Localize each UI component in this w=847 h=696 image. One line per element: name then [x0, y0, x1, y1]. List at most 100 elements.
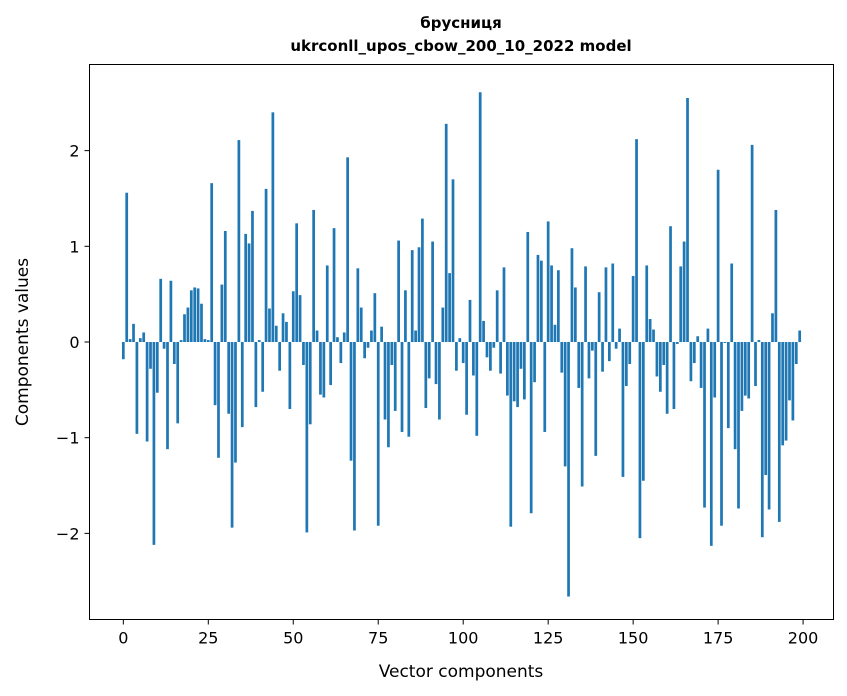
- bar: [635, 139, 638, 342]
- bar: [675, 342, 679, 344]
- bar: [553, 324, 557, 342]
- bar: [791, 342, 795, 421]
- bar: [638, 342, 642, 539]
- bar: [580, 342, 584, 487]
- bar: [206, 340, 210, 342]
- bar: [189, 290, 193, 342]
- bar: [220, 284, 224, 342]
- bar: [342, 332, 346, 342]
- bar: [125, 192, 129, 342]
- bar: [196, 288, 200, 342]
- bar: [305, 342, 309, 533]
- bar: [533, 342, 536, 383]
- bar: [546, 221, 550, 342]
- bar: [339, 342, 343, 364]
- bar: [506, 342, 509, 396]
- bar: [213, 342, 217, 406]
- bar: [349, 342, 353, 461]
- bar: [502, 267, 506, 342]
- bar: [771, 313, 774, 342]
- bars-group: [121, 92, 802, 597]
- bar: [607, 342, 611, 362]
- bar: [155, 342, 159, 393]
- bar: [526, 231, 530, 342]
- bar: [322, 342, 326, 398]
- bar: [183, 314, 186, 342]
- x-tick-label: 100: [448, 629, 479, 648]
- bar: [509, 342, 513, 527]
- bar: [455, 342, 458, 371]
- bar: [397, 240, 400, 342]
- bar: [410, 250, 414, 342]
- bar: [652, 329, 655, 342]
- bar: [237, 140, 241, 342]
- bar: [149, 342, 152, 369]
- bar: [699, 342, 703, 388]
- bar: [641, 342, 645, 481]
- bar: [794, 342, 798, 365]
- plot-frame: [89, 64, 834, 620]
- bar: [740, 342, 744, 411]
- bar: [489, 342, 492, 371]
- chart-title-line1: брусниця: [420, 14, 502, 32]
- bar: [781, 342, 785, 446]
- bar: [172, 342, 176, 365]
- bar: [376, 342, 380, 526]
- bar: [686, 97, 689, 343]
- bar: [597, 292, 601, 342]
- x-axis-ticks: 0 25 50 75 100 125 150 175 200: [118, 619, 818, 648]
- bar: [223, 231, 227, 342]
- bar: [543, 342, 547, 432]
- bar: [669, 226, 672, 342]
- bar: [757, 340, 761, 342]
- y-tick-label: −2: [56, 524, 80, 543]
- bar: [132, 323, 135, 342]
- bar: [567, 342, 570, 597]
- bar: [645, 265, 649, 342]
- bar: [648, 319, 652, 342]
- bar: [315, 330, 319, 342]
- bar: [417, 247, 421, 342]
- bar: [584, 266, 587, 342]
- bar: [451, 179, 455, 342]
- bar: [414, 330, 417, 342]
- bar: [540, 260, 543, 342]
- x-tick-label: 0: [118, 629, 128, 648]
- bar: [574, 287, 577, 342]
- bar: [363, 342, 366, 359]
- bar: [492, 342, 496, 348]
- bar: [186, 307, 190, 342]
- bar: [438, 342, 441, 420]
- bar: [577, 342, 581, 388]
- bar: [257, 340, 261, 342]
- bar: [798, 330, 802, 342]
- bar: [618, 328, 621, 342]
- bar: [709, 342, 713, 546]
- y-axis-label: Components values: [13, 258, 33, 426]
- bar: [400, 342, 404, 432]
- bar: [550, 265, 553, 342]
- bar: [665, 342, 669, 414]
- bar: [672, 342, 676, 409]
- bar: [162, 342, 166, 349]
- bar: [747, 342, 751, 399]
- bar: [587, 342, 591, 379]
- bar: [631, 275, 635, 342]
- bar: [560, 342, 564, 373]
- bar: [461, 342, 465, 364]
- bar: [373, 293, 377, 342]
- bar: [121, 342, 125, 360]
- bar: [726, 342, 730, 429]
- bar: [624, 342, 628, 387]
- bar: [159, 278, 163, 342]
- bar: [268, 308, 271, 342]
- bar: [227, 342, 231, 414]
- bar: [319, 342, 322, 395]
- bar: [302, 342, 305, 365]
- bar: [421, 218, 424, 342]
- bar: [733, 342, 737, 450]
- x-tick-label: 175: [703, 629, 734, 648]
- y-axis-ticks: −2 −1 0 1 2: [56, 142, 90, 543]
- bar: [383, 342, 387, 420]
